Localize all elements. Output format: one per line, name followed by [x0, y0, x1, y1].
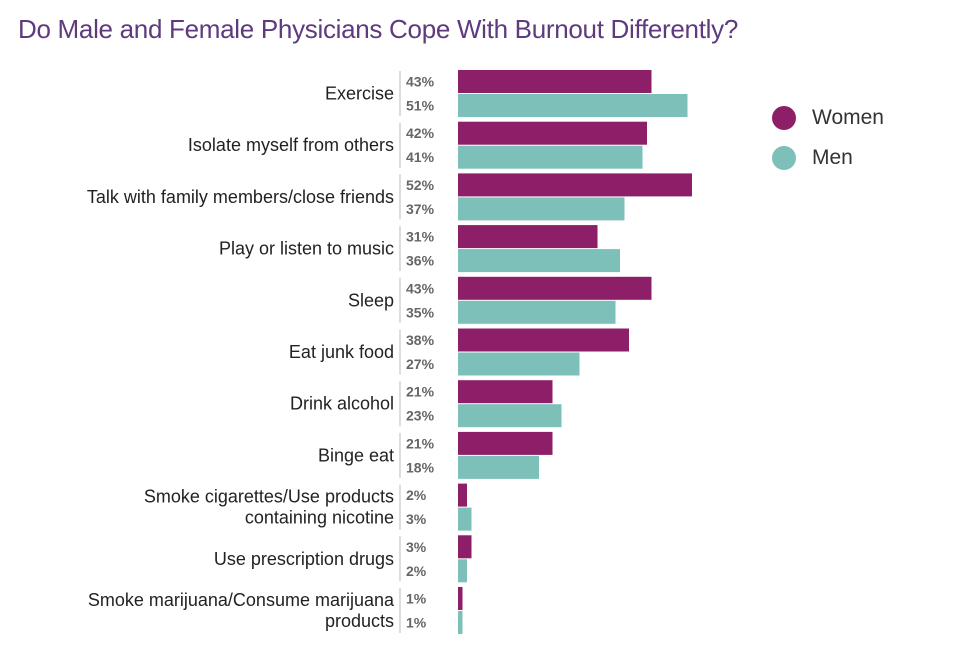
- women-value-label: 31%: [406, 229, 435, 245]
- women-bar: [458, 121, 647, 145]
- category-label: Talk with family members/close friends: [87, 187, 394, 207]
- women-bar: [458, 276, 652, 300]
- women-value-label: 21%: [406, 384, 435, 400]
- men-value-label: 51%: [406, 98, 435, 114]
- men-value-label: 23%: [406, 408, 435, 424]
- men-value-label: 18%: [406, 459, 435, 475]
- women-bar: [458, 173, 692, 197]
- men-value-label: 1%: [406, 615, 427, 631]
- women-bar: [458, 587, 463, 610]
- legend-item-men: Men: [772, 138, 884, 178]
- category-label: Play or listen to music: [219, 239, 394, 259]
- men-bar: [458, 94, 688, 117]
- men-value-label: 2%: [406, 563, 427, 579]
- category-label: Exercise: [325, 84, 394, 104]
- women-value-label: 43%: [406, 280, 435, 296]
- category-label: products: [325, 611, 394, 631]
- men-bar: [458, 611, 463, 634]
- men-bar: [458, 352, 580, 376]
- legend-item-women: Women: [772, 98, 884, 138]
- men-value-label: 37%: [406, 201, 435, 217]
- women-value-label: 42%: [406, 125, 435, 141]
- category-label: Sleep: [348, 290, 394, 310]
- men-bar: [458, 145, 643, 169]
- men-value-label: 35%: [406, 304, 435, 320]
- legend-swatch-men: [772, 146, 796, 170]
- women-value-label: 52%: [406, 177, 435, 193]
- women-value-label: 38%: [406, 332, 435, 348]
- category-label: Isolate myself from others: [188, 135, 394, 155]
- men-value-label: 3%: [406, 511, 427, 527]
- men-bar: [458, 559, 467, 583]
- legend-swatch-women: [772, 106, 796, 130]
- women-bar: [458, 483, 467, 507]
- category-label: Smoke marijuana/Consume marijuana: [88, 590, 395, 610]
- legend-label-men: Men: [812, 146, 853, 169]
- men-bar: [458, 300, 616, 324]
- men-bar: [458, 507, 472, 531]
- men-value-label: 36%: [406, 253, 435, 269]
- men-value-label: 27%: [406, 356, 435, 372]
- legend: Women Men: [772, 98, 884, 178]
- women-value-label: 1%: [406, 591, 427, 607]
- women-bar: [458, 328, 629, 352]
- men-bar: [458, 249, 620, 273]
- women-value-label: 21%: [406, 435, 435, 451]
- men-bar: [458, 404, 562, 428]
- category-label: Binge eat: [318, 445, 394, 465]
- women-value-label: 2%: [406, 487, 427, 503]
- category-label: Drink alcohol: [290, 394, 394, 414]
- category-label: Eat junk food: [289, 342, 394, 362]
- category-label: Use prescription drugs: [214, 549, 394, 569]
- category-label: Smoke cigarettes/Use products: [144, 487, 394, 507]
- men-value-label: 41%: [406, 149, 435, 165]
- women-bar: [458, 225, 598, 249]
- category-label: containing nicotine: [245, 508, 394, 528]
- women-value-label: 43%: [406, 74, 435, 90]
- men-bar: [458, 455, 539, 479]
- women-bar: [458, 380, 553, 404]
- men-bar: [458, 197, 625, 221]
- women-value-label: 3%: [406, 539, 427, 555]
- women-bar: [458, 535, 472, 559]
- legend-label-women: Women: [812, 106, 884, 129]
- women-bar: [458, 431, 553, 455]
- chart-title: Do Male and Female Physicians Cope With …: [18, 14, 738, 44]
- women-bar: [458, 70, 652, 93]
